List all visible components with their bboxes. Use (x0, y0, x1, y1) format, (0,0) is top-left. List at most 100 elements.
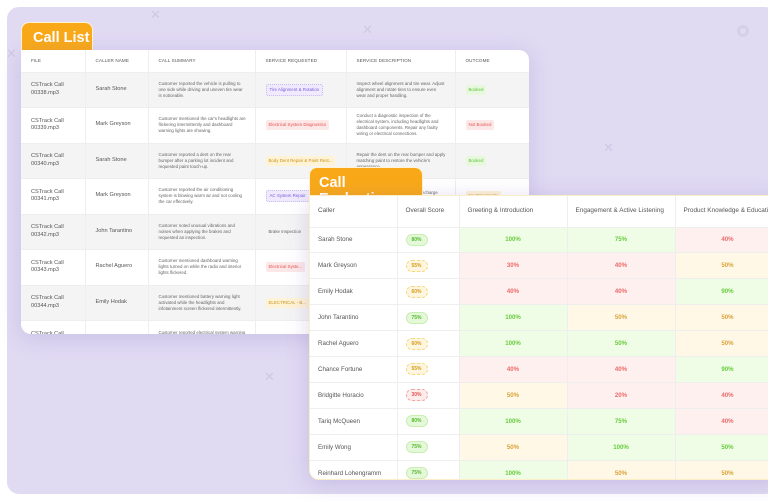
table-row[interactable]: Emily Hodak 60% 40% 40% 90% (310, 278, 768, 305)
overall-score-cell: 55% (397, 355, 460, 383)
call-summary: Customer reported the vehicle is pulling… (148, 71, 256, 108)
outcome-badge: Not Booked (465, 120, 495, 131)
overall-score-cell: 60% (397, 330, 460, 357)
greeting-score: 100% (459, 459, 568, 479)
file-name[interactable]: CSTrack Call 00338.mp3 (21, 71, 86, 108)
call-list-title: Call List (21, 22, 93, 51)
outcome-badge: Booked (465, 84, 487, 95)
table-row[interactable]: CSTrack Call 00339.mp3 Mark Greyson Custom… (21, 107, 529, 143)
caller-name: John Tarantino (310, 304, 398, 331)
file-name[interactable]: CSTrack Call 00345.mp3 (21, 320, 86, 334)
engagement-score: 50% (567, 304, 676, 331)
caller-name: Rachel Aguero (85, 249, 149, 285)
column-header-overall-score[interactable]: Overall Score (397, 196, 460, 227)
file-name[interactable]: CSTrack Call 00344.mp3 (21, 284, 86, 321)
column-header-file[interactable]: FILE (21, 50, 86, 72)
table-row[interactable]: John Tarantino 75% 100% 50% 50% (310, 304, 768, 331)
column-header-caller[interactable]: Caller (310, 196, 398, 227)
column-header-service-description[interactable]: SERVICE DESCRIPTION (346, 50, 456, 72)
overall-score-badge: 80% (405, 233, 428, 246)
caller-name: Reinhard Lohengramm (310, 459, 398, 479)
column-header-service-requested[interactable]: SERVICE REQUESTED (255, 50, 347, 72)
engagement-score: 40% (567, 278, 676, 305)
call-evaluation-header-row: Caller Overall Score Greeting & Introduc… (310, 196, 768, 227)
column-header-outcome[interactable]: OUTCOME (455, 50, 529, 72)
service-badge: Brake Inspection (268, 228, 302, 234)
overall-score-cell: 75% (397, 304, 460, 331)
table-row[interactable]: CSTrack Call 00341.mp3 Mark Greyson Custom… (21, 178, 529, 214)
file-name[interactable]: CSTrack Call 00339.mp3 (21, 107, 86, 143)
table-row[interactable]: Rachel Aguero 60% 100% 50% 50% (310, 330, 768, 357)
table-row[interactable]: Sarah Stone 80% 100% 75% 40% (310, 226, 768, 253)
overall-score-badge: 75% (405, 467, 428, 479)
table-row[interactable]: CSTrack Call 00338.mp3 Sarah Stone Custome… (21, 71, 529, 108)
call-summary: Customer reported electrical system warn… (148, 320, 256, 334)
greeting-score: 40% (459, 278, 568, 305)
greeting-score: 30% (459, 252, 568, 279)
greeting-score: 100% (459, 330, 568, 357)
overall-score-cell: 30% (397, 381, 460, 409)
call-list-card: FILE CALLER NAME CALL SUMMARY SERVICE RE… (21, 50, 529, 334)
table-row[interactable]: CSTrack Call 00340.mp3 Sarah Stone Custome… (21, 142, 529, 179)
caller-name: Sarah Stone (85, 142, 149, 179)
file-name[interactable]: CSTrack Call 00342.mp3 (21, 213, 86, 250)
outcome-badge: Booked (465, 155, 487, 166)
table-row[interactable]: Emily Wong 75% 50% 100% 50% (310, 433, 768, 461)
greeting-score: 40% (459, 355, 568, 383)
call-list-header-row: FILE CALLER NAME CALL SUMMARY SERVICE RE… (21, 50, 529, 72)
column-header-caller-name[interactable]: CALLER NAME (85, 50, 149, 72)
call-evaluation-card: Caller Overall Score Greeting & Introduc… (309, 195, 768, 480)
product-knowledge-score: 50% (675, 252, 768, 279)
product-knowledge-score: 90% (675, 355, 768, 383)
outcome-cell: Not Booked (455, 107, 529, 143)
overall-score-badge: 75% (405, 311, 428, 324)
file-name[interactable]: CSTrack Call 00341.mp3 (21, 178, 86, 214)
overall-score-cell: 80% (397, 407, 460, 435)
overall-score-cell: 60% (397, 278, 460, 305)
product-knowledge-score: 50% (675, 330, 768, 357)
column-header-product-knowledge[interactable]: Product Knowledge & Education (675, 196, 768, 227)
caller-name: Mark Greyson (310, 252, 398, 279)
table-row[interactable]: Mark Greyson 55% 30% 40% 50% (310, 252, 768, 279)
overall-score-badge: 75% (405, 441, 428, 454)
caller-name: Emily Wong (310, 433, 398, 461)
column-header-engagement[interactable]: Engagement & Active Listening (567, 196, 676, 227)
caller-name: John Tarantino (85, 320, 149, 334)
greeting-score: 50% (459, 433, 568, 461)
call-summary: Customer reported the air conditioning s… (148, 178, 256, 214)
engagement-score: 50% (567, 330, 676, 357)
caller-name: John Tarantino (85, 213, 149, 250)
caller-name: Emily Hodak (310, 278, 398, 305)
column-header-greeting[interactable]: Greeting & Introduction (459, 196, 568, 227)
table-row[interactable]: Bridgitte Horacio 30% 50% 20% 40% (310, 381, 768, 409)
decor-x-icon: ✕ (6, 47, 17, 62)
decor-ring-icon (737, 25, 749, 37)
product-knowledge-score: 40% (675, 381, 768, 409)
table-row[interactable]: Tariq McQueen 80% 100% 75% 40% (310, 407, 768, 435)
table-row[interactable]: Chance Fortune 55% 40% 40% 90% (310, 355, 768, 383)
service-badge: ELECTRICAL - B... (265, 297, 309, 308)
engagement-score: 40% (567, 252, 676, 279)
service-badge: AC System Repair (265, 190, 310, 203)
overall-score-badge: 55% (405, 363, 428, 376)
caller-name: Emily Hodak (85, 284, 149, 321)
file-name[interactable]: CSTrack Call 00343.mp3 (21, 249, 86, 285)
column-header-call-summary[interactable]: CALL SUMMARY (148, 50, 256, 72)
service-badge: Electrical Syste... (265, 262, 306, 273)
overall-score-badge: 55% (405, 259, 428, 272)
decor-x-icon: ✕ (150, 8, 161, 23)
product-knowledge-score: 50% (675, 459, 768, 479)
file-name[interactable]: CSTrack Call 00340.mp3 (21, 142, 86, 179)
product-knowledge-score: 40% (675, 226, 768, 253)
engagement-score: 40% (567, 355, 676, 383)
service-requested-cell: Electrical System Diagnostics (255, 107, 347, 143)
caller-name: Rachel Aguero (310, 330, 398, 357)
table-row[interactable]: Reinhard Lohengramm 75% 100% 50% 50% (310, 459, 768, 479)
caller-name: Bridgitte Horacio (310, 381, 398, 409)
call-summary: Customer noted unusual vibrations and no… (148, 213, 256, 250)
overall-score-cell: 75% (397, 459, 460, 479)
overall-score-cell: 80% (397, 226, 460, 253)
engagement-score: 75% (567, 407, 676, 435)
decor-x-icon: ✕ (603, 141, 614, 156)
